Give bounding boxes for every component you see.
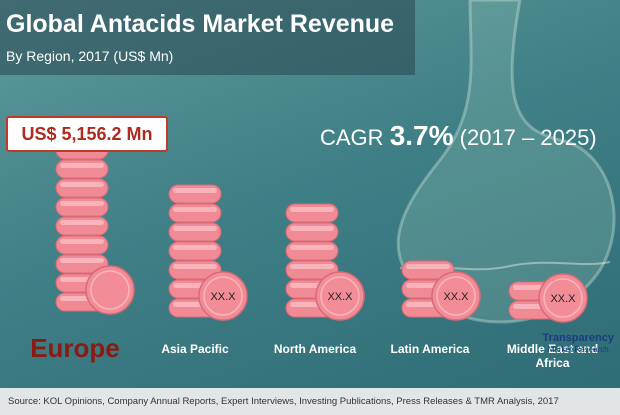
region-label: Asia Pacific [161,342,229,356]
region-value: XX.X [210,291,236,303]
tablet-shine [60,220,104,225]
highlight-value: US$ 5,156.2 Mn [6,116,168,152]
tablet-shine [173,188,217,193]
tablet [285,222,339,242]
tablet [168,203,222,223]
tablet-shine [173,264,217,269]
pill-rim [436,276,476,316]
logo: Transparency Market Research [542,332,614,356]
logo-sub: Market Research [547,345,609,354]
tablet [55,235,109,255]
tablet [55,197,109,217]
tablet-shine [60,182,104,187]
source: Source: KOL Opinions, Company Annual Rep… [0,388,620,415]
tablet-shine [290,226,334,231]
tablet-shine [173,245,217,250]
title: Global Antacids Market Revenue [6,10,395,38]
pill-front [85,265,135,315]
title-band [0,0,415,75]
pill-rim [203,276,243,316]
pill-front [315,271,365,321]
tablet [285,241,339,261]
tablet-shine [290,207,334,212]
tablet-shine [406,264,450,269]
tablet [55,216,109,236]
region-label: Europe [30,333,120,363]
region-label: Middle East and Africa [506,342,599,370]
region-label: North America [273,342,357,356]
tablet [55,178,109,198]
tablet [168,241,222,261]
tablet-shine [173,226,217,231]
tablet-shine [60,163,104,168]
cagr-label: CAGR [320,125,384,150]
tablet-shine [60,258,104,263]
region-value: XX.X [550,293,576,305]
region-value: XX.X [327,291,353,303]
tablet-shine [173,207,217,212]
pill-rim [90,270,130,310]
logo-name: Transparency [542,332,614,344]
tablet [285,203,339,223]
pill-rim [320,276,360,316]
tablet-shine [60,239,104,244]
tablet-shine [290,245,334,250]
cagr-value: 3.7% [389,120,454,151]
pill-front [538,273,588,323]
tablet [168,184,222,204]
pill-front [198,271,248,321]
region-value: XX.X [443,291,469,303]
region-label: Latin America [390,342,470,356]
tablet [55,159,109,179]
cagr-period: (2017 – 2025) [459,125,597,150]
tablet-shine [60,201,104,206]
cagr: CAGR 3.7% (2017 – 2025) [320,120,597,152]
pill-rim [543,278,583,318]
subtitle: By Region, 2017 (US$ Mn) [6,48,174,64]
tablet-shine [290,264,334,269]
tablet [168,222,222,242]
pill-front [431,271,481,321]
